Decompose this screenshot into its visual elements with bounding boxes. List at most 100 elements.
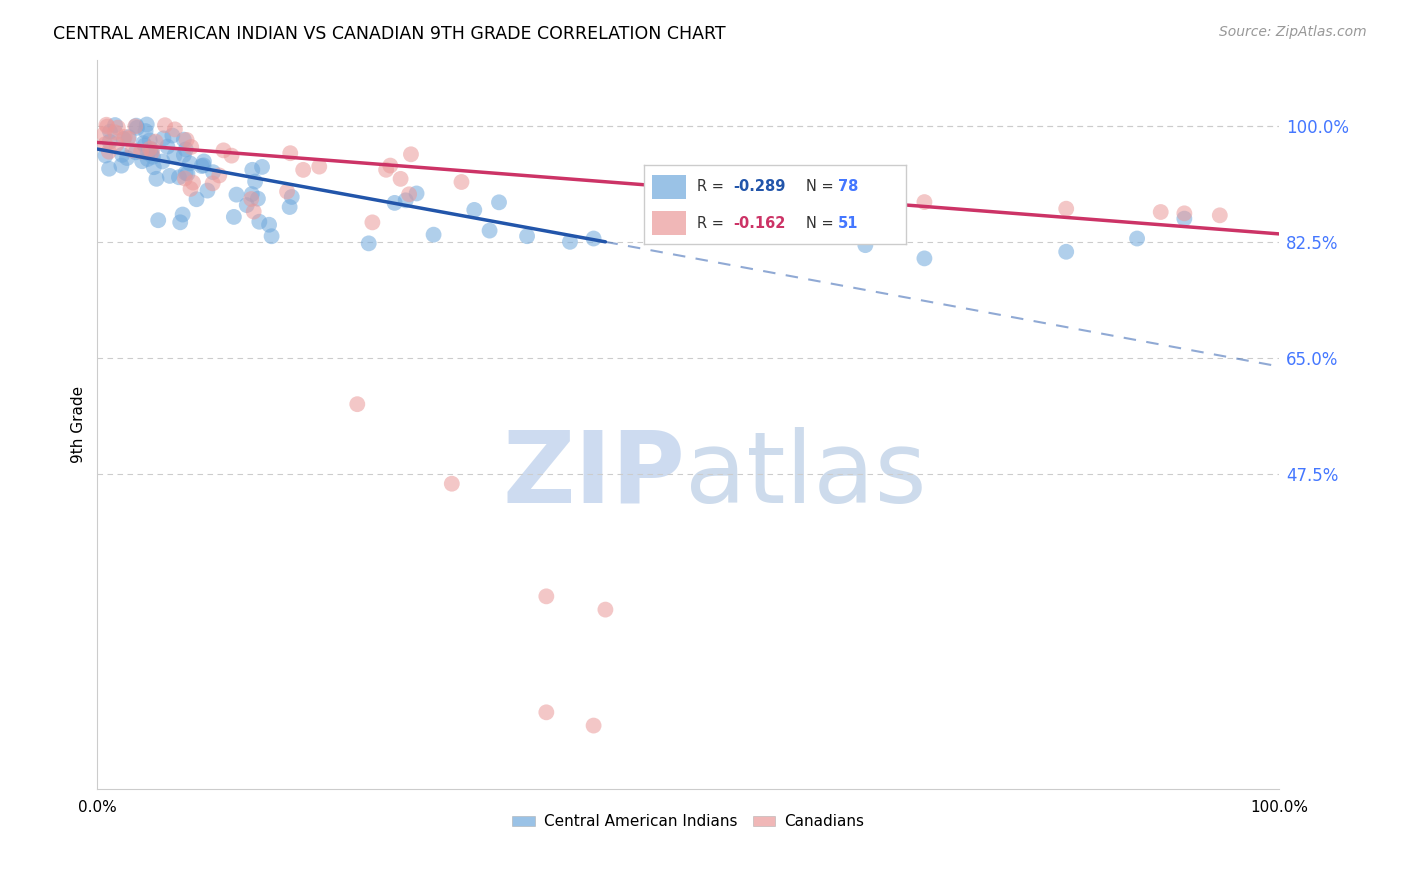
Point: [212, 144, 235, 158]
Point: [516, 229, 538, 244]
Text: CENTRAL AMERICAN INDIAN VS CANADIAN 9TH GRADE CORRELATION CHART: CENTRAL AMERICAN INDIAN VS CANADIAN 9TH …: [53, 25, 725, 43]
Point: [159, 169, 181, 183]
Point: [380, 159, 402, 173]
Point: [463, 202, 485, 217]
Text: N =: N =: [807, 216, 839, 230]
Point: [125, 119, 148, 133]
Legend: Central American Indians, Canadians: Central American Indians, Canadians: [506, 808, 870, 836]
Point: [163, 122, 186, 136]
Point: [235, 198, 257, 212]
Point: [173, 171, 195, 186]
Point: [124, 120, 146, 134]
Point: [853, 238, 876, 252]
Point: [121, 143, 143, 157]
Point: [225, 187, 247, 202]
Text: R =: R =: [696, 179, 728, 194]
Point: [257, 218, 280, 232]
Point: [135, 118, 157, 132]
Point: [163, 148, 186, 162]
Point: [93, 127, 115, 141]
Point: [145, 135, 167, 149]
Point: [117, 131, 139, 145]
Point: [357, 236, 380, 251]
Point: [201, 177, 224, 191]
Point: [152, 131, 174, 145]
Point: [129, 145, 152, 159]
Point: [1150, 205, 1173, 219]
Point: [125, 145, 148, 160]
Point: [167, 170, 190, 185]
Point: [193, 154, 215, 169]
Point: [181, 176, 204, 190]
Point: [180, 140, 202, 154]
Point: [97, 145, 120, 159]
Point: [242, 204, 264, 219]
Text: 51: 51: [838, 216, 858, 230]
Bar: [652, 211, 686, 235]
Point: [1173, 206, 1195, 220]
Point: [389, 172, 412, 186]
Point: [173, 148, 195, 162]
Point: [488, 195, 510, 210]
Point: [156, 139, 179, 153]
Point: [173, 133, 195, 147]
Point: [169, 215, 191, 229]
Point: [399, 147, 422, 161]
Point: [179, 156, 201, 170]
Point: [125, 120, 148, 135]
Text: -0.289: -0.289: [733, 179, 786, 194]
Point: [422, 227, 444, 242]
Point: [450, 175, 472, 189]
Point: [153, 118, 176, 132]
Point: [240, 192, 263, 206]
Point: [222, 210, 245, 224]
Point: [398, 187, 420, 202]
Text: Source: ZipAtlas.com: Source: ZipAtlas.com: [1219, 25, 1367, 39]
Point: [176, 133, 198, 147]
Point: [138, 133, 160, 147]
Text: atlas: atlas: [686, 426, 927, 524]
Point: [141, 142, 163, 156]
Y-axis label: 9th Grade: 9th Grade: [72, 385, 86, 463]
Point: [346, 397, 368, 411]
Point: [1054, 244, 1077, 259]
Point: [94, 137, 117, 152]
Point: [247, 215, 270, 229]
Point: [1126, 231, 1149, 245]
Point: [148, 213, 170, 227]
Point: [115, 151, 138, 165]
Point: [912, 195, 935, 210]
Point: [405, 186, 427, 201]
Point: [536, 590, 558, 604]
Point: [1209, 208, 1232, 222]
Point: [912, 252, 935, 266]
Point: [595, 602, 617, 616]
Point: [278, 200, 301, 214]
Point: [240, 187, 263, 202]
Point: [375, 162, 398, 177]
Point: [98, 161, 121, 176]
Point: [246, 192, 269, 206]
Point: [384, 195, 406, 210]
Point: [132, 136, 155, 150]
Point: [1054, 202, 1077, 216]
Point: [240, 162, 263, 177]
Point: [260, 229, 283, 244]
Point: [478, 224, 501, 238]
Point: [536, 706, 558, 720]
Point: [134, 138, 156, 153]
Point: [174, 143, 197, 157]
Point: [111, 148, 134, 162]
Point: [278, 146, 301, 161]
Point: [582, 231, 605, 245]
Point: [135, 124, 157, 138]
Point: [114, 129, 136, 144]
Point: [145, 171, 167, 186]
Point: [190, 159, 212, 173]
Point: [243, 175, 266, 189]
Point: [440, 476, 463, 491]
Point: [208, 169, 231, 183]
Point: [558, 235, 581, 249]
Point: [582, 718, 605, 732]
Point: [136, 146, 159, 161]
